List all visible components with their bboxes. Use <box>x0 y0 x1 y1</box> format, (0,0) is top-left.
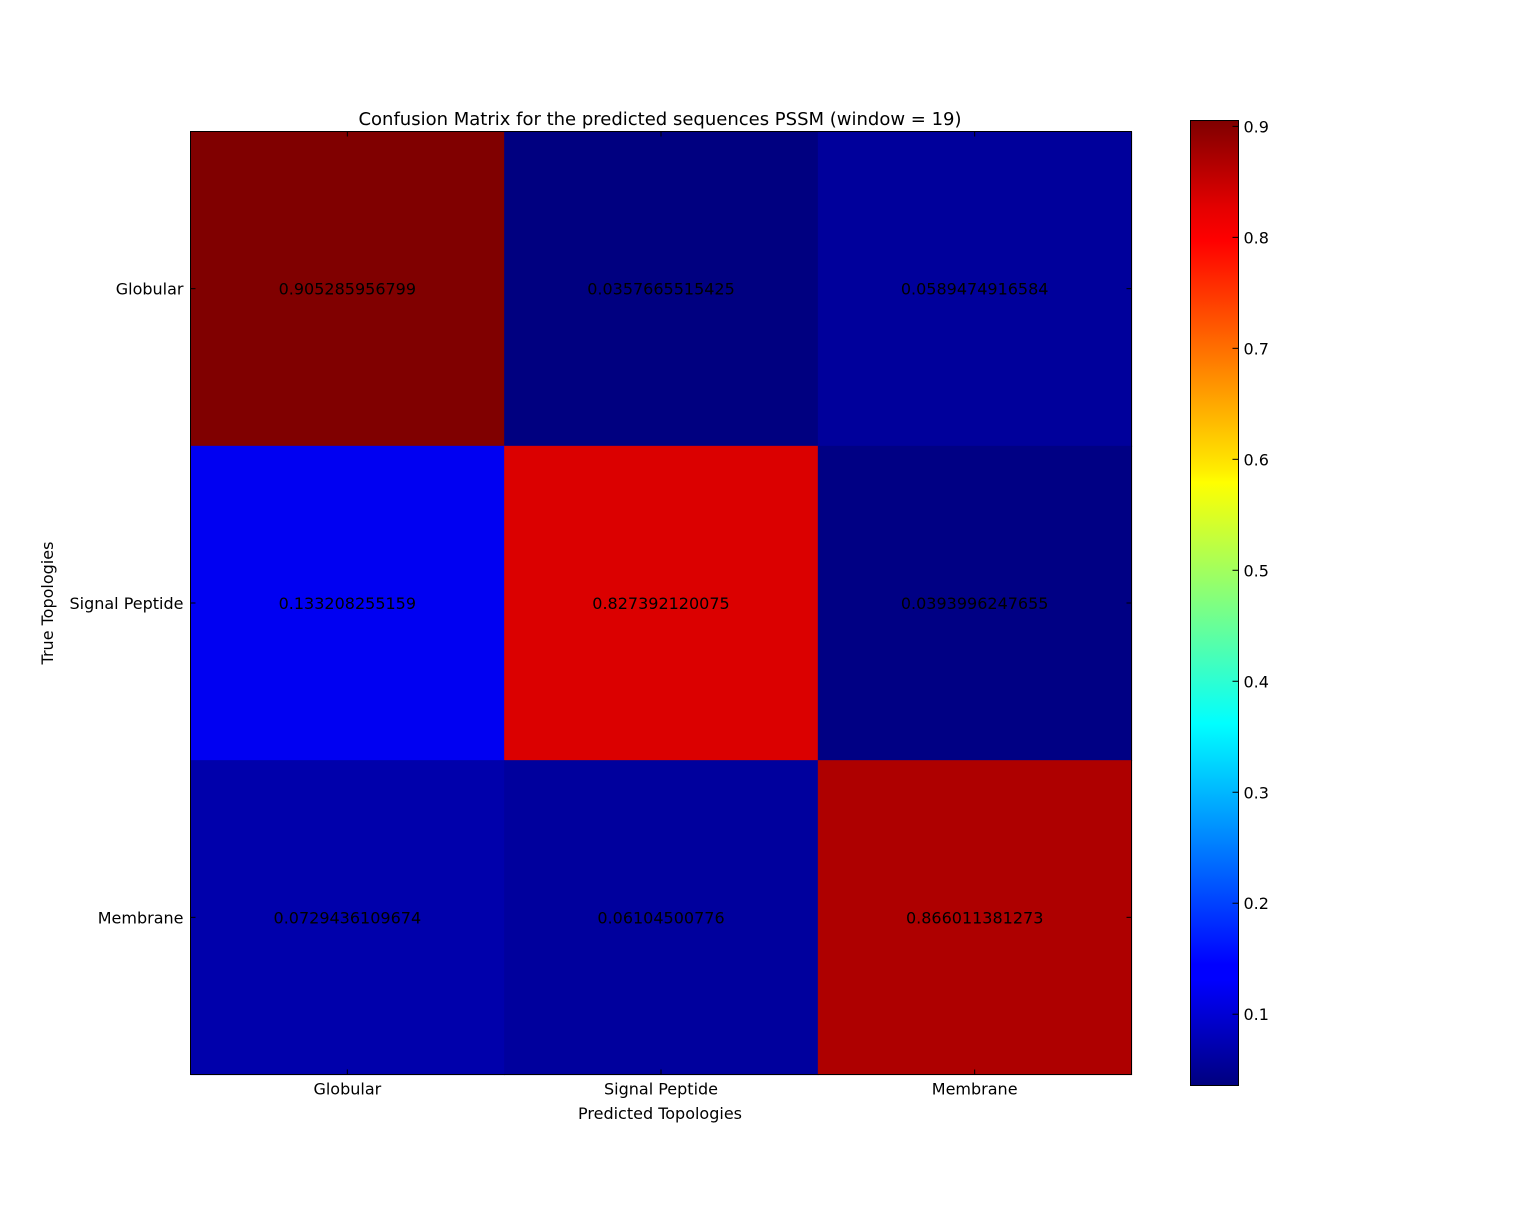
cell-value-label-r1-c1: 0.827392120075 <box>592 594 729 613</box>
y-tick-label: Signal Peptide <box>69 594 183 613</box>
x-tick-label: Globular <box>313 1080 381 1099</box>
cell-value-label-r1-c2: 0.0393996247655 <box>901 594 1049 613</box>
heatmap-cells <box>190 131 1133 1076</box>
x-tick-label: Signal Peptide <box>604 1080 718 1099</box>
heatmap-cell-r1-c0 <box>190 445 505 761</box>
colorbar-ticks: 0.1 0.2 0.3 0.4 0.5 0.6 0.7 0.8 0.9 <box>1232 117 1269 1024</box>
cell-value-label-r2-c0: 0.0729436109674 <box>274 908 422 927</box>
colorbar-tick-label: 0.6 <box>1244 450 1269 469</box>
x-axis-label: Predicted Topologies <box>578 1104 742 1123</box>
y-tick-label: Globular <box>116 280 184 299</box>
colorbar-tick-label: 0.2 <box>1244 894 1269 913</box>
heatmap-cell-r0-c0 <box>190 131 505 447</box>
heatmap-cell-r0-c1 <box>504 131 819 447</box>
colorbar-tick-label: 0.4 <box>1244 672 1269 691</box>
x-tick-label: Membrane <box>932 1080 1018 1099</box>
colorbar-tick-label: 0.5 <box>1244 561 1269 580</box>
heatmap-cell-r1-c2 <box>817 445 1133 761</box>
cell-value-label-r0-c0: 0.905285956799 <box>279 280 416 299</box>
heatmap-cell-r2-c0 <box>190 760 505 1076</box>
cell-value-label-r2-c2: 0.866011381273 <box>906 908 1043 927</box>
colorbar-tick-label: 0.7 <box>1244 339 1269 358</box>
y-tick-label: Membrane <box>98 908 184 927</box>
colorbar-tick-label: 0.9 <box>1244 117 1269 136</box>
heatmap-cell-r2-c2 <box>817 760 1133 1076</box>
heatmap-value-labels: 0.905285956799 0.0357665515425 0.058947491… <box>274 280 1049 928</box>
cell-value-label-r0-c1: 0.0357665515425 <box>587 280 735 299</box>
colorbar-tick-label: 0.3 <box>1244 783 1269 802</box>
heatmap-cell-r1-c1 <box>504 445 819 761</box>
heatmap-cell-r0-c2 <box>817 131 1133 447</box>
y-axis-ticks: Globular Signal Peptide Membrane <box>69 280 1132 927</box>
colorbar-tick-label: 0.8 <box>1244 228 1269 247</box>
colorbar-tick-label: 0.1 <box>1244 1005 1269 1024</box>
y-axis-label: True Topologies <box>38 542 57 666</box>
heatmap-cell-r2-c1 <box>504 760 819 1076</box>
chart-title: Confusion Matrix for the predicted seque… <box>358 109 961 130</box>
cell-value-label-r0-c2: 0.0589474916584 <box>901 280 1049 299</box>
colorbar <box>1190 120 1239 1086</box>
cell-value-label-r1-c0: 0.133208255159 <box>279 594 416 613</box>
cell-value-label-r2-c1: 0.06104500776 <box>597 908 724 927</box>
x-axis-ticks: Globular Signal Peptide Membrane <box>313 131 1018 1099</box>
